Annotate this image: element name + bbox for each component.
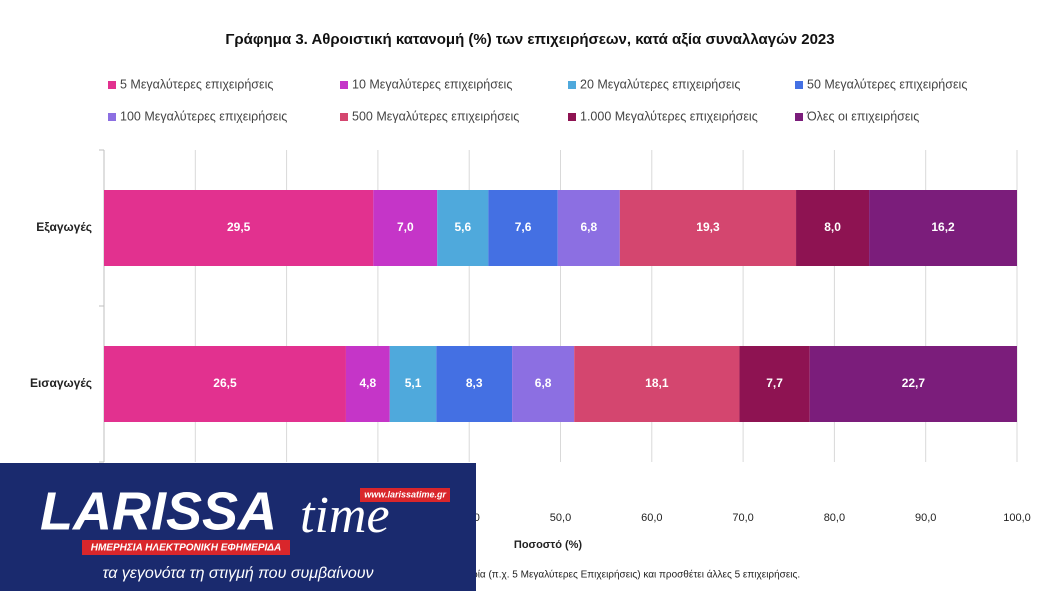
logo-url: www.larissatime.gr [364, 489, 446, 499]
x-tick-label: 60,0 [641, 512, 662, 524]
y-tick-label: Εισαγωγές [30, 376, 92, 390]
bar-segment [557, 190, 620, 266]
data-label: 19,3 [696, 220, 720, 234]
legend-swatch [340, 81, 348, 89]
bar-segment [739, 346, 810, 422]
bar-segment [869, 190, 1017, 266]
bar-segment [574, 346, 740, 422]
data-label: 8,3 [466, 376, 483, 390]
logo-tagline: ΗΜΕΡΗΣΙΑ ΗΛΕΚΤΡΟΝΙΚΗ ΕΦΗΜΕΡΙΔΑ [91, 543, 281, 554]
data-label: 6,8 [535, 376, 552, 390]
legend-label: 10 Μεγαλύτερες επιχειρήσεις [352, 77, 512, 91]
logo-slogan: τα γεγονότα τη στιγμή που συμβαίνουν [102, 565, 373, 582]
logo-url-box [360, 488, 450, 502]
legend-swatch [108, 113, 116, 121]
data-label: 7,7 [766, 376, 783, 390]
legend-label: 5 Μεγαλύτερες επιχειρήσεις [120, 77, 273, 91]
data-label: 4,8 [360, 376, 377, 390]
bar-segment [436, 346, 513, 422]
bar-segment [796, 190, 870, 266]
data-label: 5,6 [454, 220, 471, 234]
data-label: 29,5 [227, 220, 251, 234]
data-label: 18,1 [645, 376, 669, 390]
data-label: 16,2 [931, 220, 955, 234]
logo-background [0, 463, 476, 591]
data-label: 26,5 [213, 376, 237, 390]
x-tick-label: 70,0 [732, 512, 753, 524]
legend-swatch [568, 113, 576, 121]
plot: 0,010,020,030,040,050,060,070,080,090,01… [30, 77, 1031, 524]
data-label: 7,0 [397, 220, 414, 234]
legend-swatch [340, 113, 348, 121]
legend-label: 100 Μεγαλύτερες επιχειρήσεις [120, 109, 287, 123]
logo-tagline-box [82, 540, 290, 555]
legend-label: 500 Μεγαλύτερες επιχειρήσεις [352, 109, 519, 123]
logo-brand: LARISSA [40, 481, 277, 541]
x-tick-label: 100,0 [1003, 512, 1031, 524]
bar-segment [619, 190, 797, 266]
legend-label: 20 Μεγαλύτερες επιχειρήσεις [580, 77, 740, 91]
x-tick-label: 90,0 [915, 512, 936, 524]
legend-label: 1.000 Μεγαλύτερες επιχειρήσεις [580, 109, 758, 123]
x-tick-label: 80,0 [824, 512, 845, 524]
data-label: 8,0 [824, 220, 841, 234]
y-tick-label: Εξαγωγές [36, 220, 92, 234]
data-label: 7,6 [515, 220, 532, 234]
data-label: 6,8 [580, 220, 597, 234]
x-axis-title: Ποσοστό (%) [514, 539, 583, 551]
bar-segment [512, 346, 575, 422]
chart-title: Γράφημα 3. Αθροιστική κατανομή (%) των ε… [225, 31, 834, 48]
legend-swatch [795, 81, 803, 89]
legend-swatch [795, 113, 803, 121]
bar-segment [488, 190, 558, 266]
bar-segment [104, 346, 346, 422]
legend-swatch [568, 81, 576, 89]
bar-segment [104, 190, 374, 266]
data-label: 22,7 [902, 376, 926, 390]
data-label: 5,1 [405, 376, 422, 390]
legend-label: 50 Μεγαλύτερες επιχειρήσεις [807, 77, 967, 91]
logo: LARISSA time www.larissatime.gr ΗΜΕΡΗΣΙΑ… [0, 463, 476, 591]
bar-segment [373, 190, 438, 266]
bar-segment [809, 346, 1017, 422]
legend-label: Όλες οι επιχειρήσεις [806, 109, 919, 123]
bar-segment [345, 346, 390, 422]
x-tick-label: 50,0 [550, 512, 571, 524]
footnote: ρία (π.χ. 5 Μεγαλύτερες Επιχειρήσεις) κα… [472, 569, 800, 581]
legend-swatch [108, 81, 116, 89]
bar-segment [437, 190, 489, 266]
bar-segment [389, 346, 437, 422]
